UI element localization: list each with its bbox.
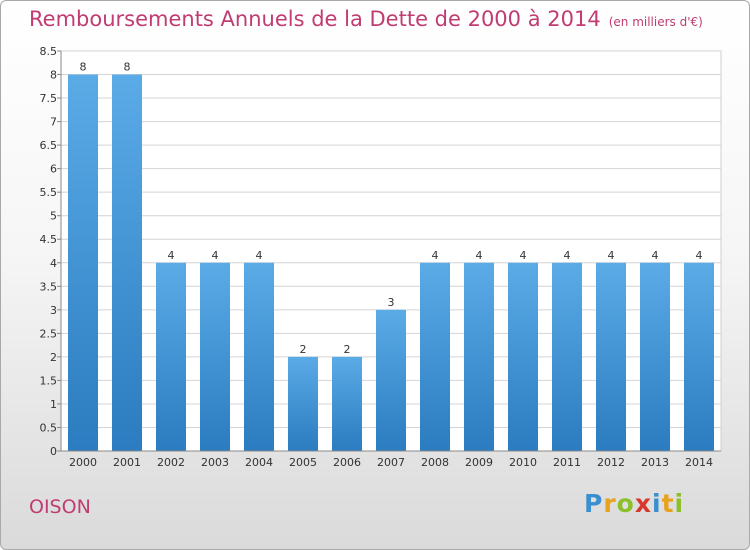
bar-2010 — [508, 262, 538, 451]
y-tick-label: 0.5 — [40, 421, 58, 434]
bars: 8 8 4 4 4 2 2 3 4 4 4 4 4 4 4 — [68, 61, 714, 451]
data-label-2010: 4 — [520, 249, 527, 262]
x-tick-label: 2001 — [113, 456, 141, 469]
chart-title: Remboursements Annuels de la Dette de 20… — [29, 7, 703, 31]
data-label-2004: 4 — [256, 249, 263, 262]
y-tick-label: 1 — [50, 398, 57, 411]
x-tick-label: 2009 — [465, 456, 493, 469]
y-tick-label: 4.5 — [40, 233, 58, 246]
bar-2012 — [596, 262, 626, 451]
y-tick-label: 8.5 — [40, 45, 58, 58]
y-tick-label: 0 — [50, 445, 57, 458]
x-tick-label: 2003 — [201, 456, 229, 469]
x-tick-label: 2002 — [157, 456, 185, 469]
data-label-2009: 4 — [476, 249, 483, 262]
y-tick-label: 4 — [50, 257, 57, 270]
logo-letter: P — [584, 489, 604, 518]
bar-2004 — [244, 262, 274, 451]
y-tick-label: 5 — [50, 210, 57, 223]
proxiti-logo: Proxiti — [584, 489, 684, 518]
y-tick-label: 1.5 — [40, 374, 58, 387]
y-tick-label: 7 — [50, 116, 57, 129]
y-axis: 0 0.5 1 1.5 2 2.5 3 3.5 4 4.5 5 5.5 6 6.5 7 7.5 8 8.5 — [40, 45, 62, 458]
bar-2005 — [288, 356, 318, 451]
y-tick-label: 6.5 — [40, 139, 58, 152]
bar-2001 — [112, 74, 142, 451]
bar-2014 — [684, 262, 714, 451]
logo-letter: x — [634, 489, 652, 518]
data-label-2006: 2 — [344, 343, 351, 356]
x-tick-label: 2010 — [509, 456, 537, 469]
logo-letter: r — [603, 489, 617, 518]
logo-letter: o — [616, 489, 635, 518]
x-tick-label: 2014 — [685, 456, 713, 469]
y-tick-label: 7.5 — [40, 92, 58, 105]
bar-2002 — [156, 262, 186, 451]
data-label-2002: 4 — [168, 249, 175, 262]
data-label-2012: 4 — [608, 249, 615, 262]
bar-2000 — [68, 74, 98, 451]
bar-2009 — [464, 262, 494, 451]
x-tick-label: 2013 — [641, 456, 669, 469]
y-tick-label: 3 — [50, 304, 57, 317]
y-tick-label: 6 — [50, 163, 57, 176]
x-tick-label: 2008 — [421, 456, 449, 469]
data-label-2005: 2 — [300, 343, 307, 356]
logo-letter: i — [674, 489, 685, 518]
bar-2013 — [640, 262, 670, 451]
y-tick-label: 2 — [50, 351, 57, 364]
x-tick-label: 2005 — [289, 456, 317, 469]
y-tick-label: 2.5 — [40, 327, 58, 340]
title-text: Remboursements Annuels de la Dette de 20… — [29, 7, 601, 31]
bar-2003 — [200, 262, 230, 451]
data-label-2000: 8 — [80, 61, 87, 74]
commune-name: OISON — [29, 496, 91, 518]
x-tick-label: 2012 — [597, 456, 625, 469]
x-axis: 2000 2001 2002 2003 2004 2005 2006 2007 2008 2009… — [61, 450, 721, 469]
bar-2008 — [420, 262, 450, 451]
x-tick-label: 2000 — [69, 456, 97, 469]
bar-2011 — [552, 262, 582, 451]
data-label-2014: 4 — [696, 249, 703, 262]
data-label-2013: 4 — [652, 249, 659, 262]
x-tick-label: 2011 — [553, 456, 581, 469]
data-label-2011: 4 — [564, 249, 571, 262]
logo-letter: t — [661, 489, 675, 518]
data-label-2001: 8 — [124, 61, 131, 74]
y-tick-label: 5.5 — [40, 186, 58, 199]
chart-subtitle: (en milliers d'€) — [608, 15, 703, 29]
y-tick-label: 8 — [50, 69, 57, 82]
bar-2006 — [332, 356, 362, 451]
logo-letter: i — [652, 489, 662, 518]
y-tick-label: 3.5 — [40, 280, 58, 293]
bar-2007 — [376, 309, 406, 451]
data-label-2007: 3 — [388, 296, 395, 309]
data-label-2008: 4 — [432, 249, 439, 262]
data-label-2003: 4 — [212, 249, 219, 262]
x-tick-label: 2004 — [245, 456, 273, 469]
x-tick-label: 2007 — [377, 456, 405, 469]
x-tick-label: 2006 — [333, 456, 361, 469]
